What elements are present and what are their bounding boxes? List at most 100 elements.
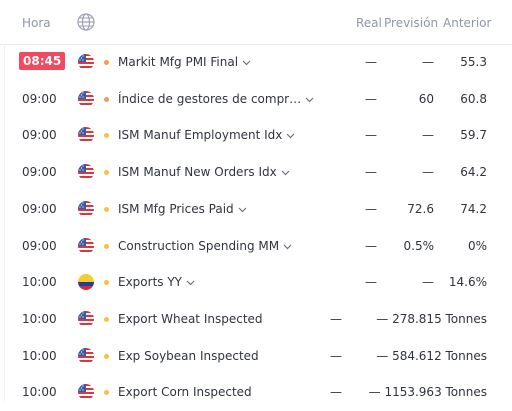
us-flag-icon xyxy=(78,90,94,107)
importance-dot-icon xyxy=(104,390,109,396)
importance-dot-icon xyxy=(104,96,109,102)
actual-value: — xyxy=(365,128,377,143)
event-name-label: Exp Soybean Inspected xyxy=(118,348,259,363)
event-name[interactable]: Índice de gestores de compr… xyxy=(118,92,314,106)
forecast-value: 72.6 xyxy=(407,201,434,216)
forecast-value: 0.5% xyxy=(403,238,435,253)
event-time: 09:00 xyxy=(22,201,57,216)
event-name[interactable]: Construction Spending MM xyxy=(118,239,292,253)
chevron-down-icon[interactable] xyxy=(242,58,251,69)
table-header: Hora Real Previsión Anterior xyxy=(0,0,512,45)
event-time: 09:00 xyxy=(22,165,57,180)
event-time: 10:00 xyxy=(22,311,57,326)
us-flag-icon xyxy=(78,127,94,144)
event-name[interactable]: ISM Mfg Prices Paid xyxy=(118,202,247,216)
event-time: 09:00 xyxy=(22,128,57,143)
previous-value: 60.8 xyxy=(460,91,487,106)
actual-value: — xyxy=(330,348,342,363)
table-row[interactable]: 10:00 Export Corn Inspected — — 1153.963 T… xyxy=(0,375,512,411)
event-name-label: Exports YY xyxy=(118,275,183,290)
actual-value: — xyxy=(365,55,377,69)
event-name[interactable]: ISM Manuf Employment Idx xyxy=(118,128,295,142)
actual-value: — xyxy=(365,165,377,180)
event-time: 09:00 xyxy=(22,238,57,253)
actual-value: — xyxy=(365,275,377,290)
actual-value: — xyxy=(330,385,342,400)
forecast-value: — 278.815 Tonnes xyxy=(376,311,487,326)
column-header-prevision[interactable]: Previsión xyxy=(384,16,439,30)
event-name[interactable]: Exp Soybean Inspected xyxy=(118,349,259,363)
table-row[interactable]: 10:00 Export Wheat Inspected — — 278.815 T… xyxy=(0,302,512,338)
actual-value: — xyxy=(365,201,377,216)
actual-value: — xyxy=(365,238,377,253)
previous-value: 0% xyxy=(467,238,487,253)
economic-calendar: Hora Real Previsión Anterior 08:45 Marki… xyxy=(0,0,512,401)
previous-value: 14.6% xyxy=(448,275,487,290)
event-time: 10:00 xyxy=(22,385,57,400)
us-flag-icon xyxy=(78,384,94,401)
event-name[interactable]: Exports YY xyxy=(118,275,195,289)
event-name-label: Export Wheat Inspected xyxy=(118,311,263,326)
us-flag-icon xyxy=(78,347,94,364)
importance-dot-icon xyxy=(104,280,109,286)
previous-value: 59.7 xyxy=(460,128,487,143)
importance-dot-icon xyxy=(104,206,109,212)
importance-dot-icon xyxy=(104,316,109,322)
column-header-anterior[interactable]: Anterior xyxy=(443,16,492,30)
chevron-down-icon[interactable] xyxy=(238,205,247,216)
us-flag-icon xyxy=(78,200,94,217)
table-row[interactable]: 09:00 ISM Manuf New Orders Idx — — 64.2 xyxy=(0,155,512,191)
importance-dot-icon xyxy=(104,243,109,249)
column-header-real[interactable]: Real xyxy=(356,16,382,30)
us-flag-icon xyxy=(78,164,94,181)
importance-dot-icon xyxy=(104,170,109,176)
chevron-down-icon[interactable] xyxy=(286,131,295,142)
forecast-value: — xyxy=(422,128,434,143)
event-name-label: Índice de gestores de compr… xyxy=(118,91,302,106)
table-row[interactable]: 09:00 ISM Manuf Employment Idx — — 59.7 xyxy=(0,118,512,154)
event-time: 09:00 xyxy=(22,91,57,106)
divider xyxy=(4,44,5,401)
column-header-hora[interactable]: Hora xyxy=(22,16,51,30)
event-name[interactable]: ISM Manuf New Orders Idx xyxy=(118,165,290,179)
importance-dot-icon xyxy=(104,60,109,65)
event-name-label: Construction Spending MM xyxy=(118,238,280,253)
previous-value: 55.3 xyxy=(460,55,487,69)
table-row[interactable]: 09:00 Índice de gestores de compr… — 60 60.… xyxy=(0,82,512,118)
chevron-down-icon[interactable] xyxy=(283,242,292,253)
forecast-value: 60 xyxy=(418,91,434,106)
globe-icon[interactable] xyxy=(76,12,96,32)
chevron-down-icon[interactable] xyxy=(186,278,195,289)
forecast-value: — 1153.963 Tonnes xyxy=(368,385,487,400)
us-flag-icon xyxy=(78,54,94,70)
event-name-label: ISM Manuf Employment Idx xyxy=(118,128,283,143)
table-row[interactable]: 09:00 ISM Mfg Prices Paid — 72.6 74.2 xyxy=(0,192,512,228)
actual-value: — xyxy=(330,311,342,326)
previous-value: 74.2 xyxy=(460,201,487,216)
previous-value: 64.2 xyxy=(460,165,487,180)
event-name-label: ISM Manuf New Orders Idx xyxy=(118,165,277,180)
event-time: 10:00 xyxy=(22,348,57,363)
forecast-value: — xyxy=(422,165,434,180)
event-name[interactable]: Markit Mfg PMI Final xyxy=(118,55,251,69)
table-row[interactable]: 09:00 Construction Spending MM — 0.5% 0% xyxy=(0,229,512,265)
chevron-down-icon[interactable] xyxy=(305,95,314,106)
actual-value: — xyxy=(365,91,377,106)
us-flag-icon xyxy=(78,237,94,254)
forecast-value: — 584.612 Tonnes xyxy=(376,348,487,363)
event-time: 10:00 xyxy=(22,275,57,290)
co-flag-icon xyxy=(78,274,94,291)
event-name-label: Markit Mfg PMI Final xyxy=(118,55,239,69)
table-row[interactable]: 10:00 Exports YY — — 14.6% xyxy=(0,265,512,301)
event-name[interactable]: Export Corn Inspected xyxy=(118,385,252,399)
event-name-label: ISM Mfg Prices Paid xyxy=(118,201,234,216)
importance-dot-icon xyxy=(104,133,109,139)
forecast-value: — xyxy=(422,55,434,69)
event-name[interactable]: Export Wheat Inspected xyxy=(118,312,263,326)
table-row[interactable]: 08:45 Markit Mfg PMI Final — — 55.3 xyxy=(0,45,512,81)
event-name-label: Export Corn Inspected xyxy=(118,385,252,400)
us-flag-icon xyxy=(78,310,94,327)
event-time: 08:45 xyxy=(19,52,66,70)
table-row[interactable]: 10:00 Exp Soybean Inspected — — 584.612 To… xyxy=(0,339,512,375)
chevron-down-icon[interactable] xyxy=(281,168,290,179)
